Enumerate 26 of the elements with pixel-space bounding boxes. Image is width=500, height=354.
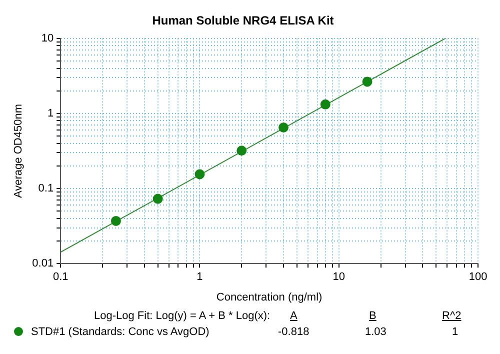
- point: [278, 122, 289, 133]
- y-tick-label: 0.1: [38, 182, 54, 195]
- point: [320, 99, 330, 110]
- text: R^2: [442, 310, 462, 322]
- point: [362, 76, 372, 87]
- point: [110, 216, 121, 226]
- chart-title: Human Soluble NRG4 ELISA Kit: [152, 14, 334, 28]
- text: A: [290, 310, 298, 322]
- x-tick-label: 1: [196, 271, 203, 284]
- y-tick-label: 1: [47, 108, 54, 120]
- legend-label: STD#1 (Standards: Conc vs AvgOD): [30, 326, 210, 338]
- y-tick-label: 10: [41, 32, 54, 44]
- text: 1.03: [365, 326, 386, 338]
- text: Log-Log Fit: Log(y) = A + B * Log(x):: [94, 310, 270, 322]
- point: [194, 169, 205, 180]
- y-tick-label: 0.01: [32, 258, 54, 270]
- point: [236, 146, 247, 156]
- x-tick-label: 10: [332, 271, 345, 284]
- x-tick-label: 0.1: [52, 271, 68, 284]
- y-axis-title: Average OD450nm: [12, 104, 25, 198]
- point: [152, 194, 163, 204]
- text: 1: [452, 326, 458, 338]
- x-axis-title: Concentration (ng/ml): [216, 291, 322, 304]
- text: -0.818: [278, 326, 310, 338]
- text: B: [369, 310, 376, 322]
- x-tick-label: 100: [468, 271, 488, 284]
